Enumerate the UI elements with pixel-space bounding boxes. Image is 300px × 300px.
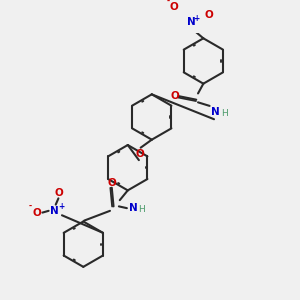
Text: N: N — [50, 206, 59, 216]
Text: -: - — [28, 202, 32, 211]
Text: +: + — [194, 14, 200, 23]
Text: N: N — [129, 203, 137, 213]
Text: N: N — [212, 107, 220, 117]
Text: O: O — [170, 91, 179, 101]
Text: O: O — [135, 149, 144, 159]
Text: O: O — [204, 10, 213, 20]
Text: H: H — [221, 110, 228, 118]
Text: H: H — [139, 206, 145, 214]
Text: O: O — [107, 178, 116, 188]
Text: +: + — [58, 202, 64, 211]
Text: O: O — [169, 2, 178, 12]
Text: -: - — [166, 0, 169, 5]
Text: N: N — [187, 17, 195, 27]
Text: O: O — [33, 208, 41, 218]
Text: O: O — [54, 188, 63, 198]
